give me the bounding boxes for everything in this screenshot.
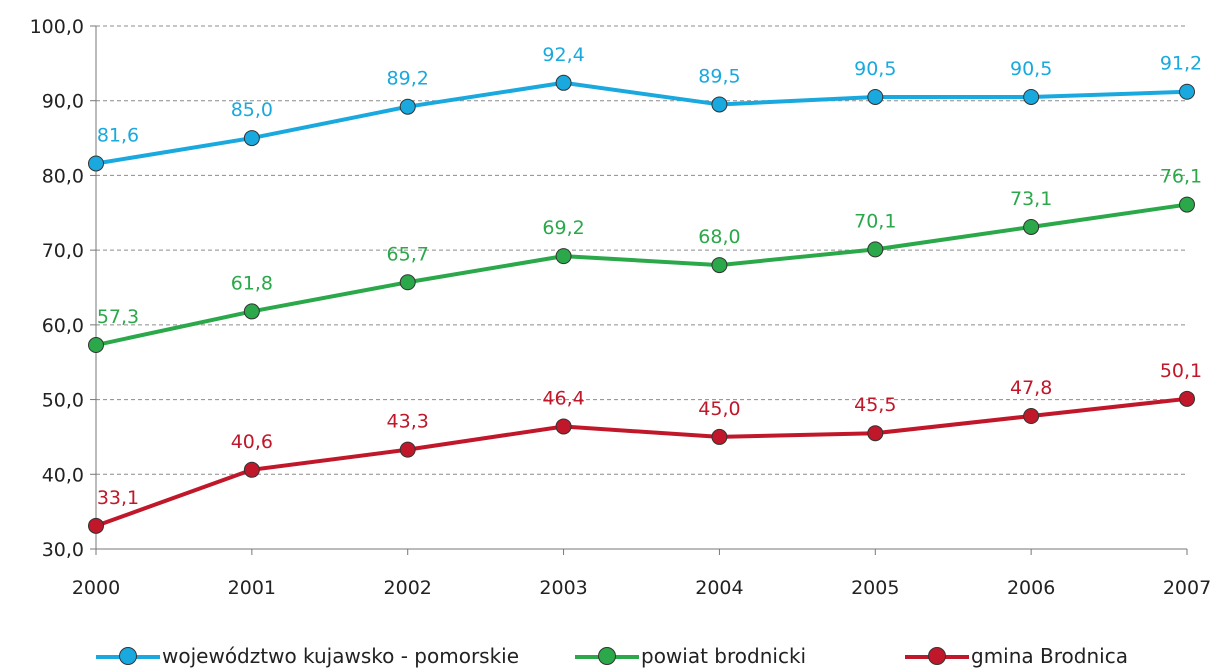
y-tick-label: 50,0 — [42, 390, 84, 412]
y-tick-label: 30,0 — [42, 539, 84, 561]
data-labels: 81,6 85,0 89,2 92,4 89,5 90,5 90,5 91,2 57,3 61,8… — [97, 44, 1202, 509]
series-lines — [95, 80, 1188, 528]
series-line — [95, 396, 1188, 528]
x-tick-label: 2003 — [539, 577, 587, 599]
series-points — [88, 74, 1195, 534]
legend-swatch — [905, 646, 969, 666]
y-tick-label: 40,0 — [42, 464, 84, 486]
y-axis-tick-labels: 30,0 40,0 50,0 60,0 70,0 80,0 90,0 100,0 — [30, 16, 84, 561]
x-tick-label: 2001 — [228, 577, 276, 599]
data-label: 89,2 — [387, 68, 429, 90]
legend-swatch — [575, 646, 639, 666]
data-point — [88, 517, 104, 534]
data-point — [555, 418, 572, 435]
y-tick-label: 80,0 — [42, 165, 84, 187]
data-point — [711, 257, 728, 274]
data-point — [711, 428, 728, 445]
x-tick-label: 2000 — [72, 577, 120, 599]
data-point — [88, 337, 104, 354]
data-label: 68,0 — [698, 226, 740, 248]
legend-marker — [928, 646, 946, 665]
data-label: 65,7 — [387, 243, 429, 265]
legend-label: powiat brodnicki — [641, 643, 807, 668]
y-tick-label: 100,0 — [30, 16, 84, 38]
data-label: 33,1 — [97, 487, 139, 509]
data-point — [867, 425, 884, 442]
data-label: 45,5 — [854, 394, 896, 416]
data-point — [243, 130, 260, 147]
legend-marker — [598, 646, 616, 665]
data-point — [555, 248, 572, 265]
data-label: 57,3 — [97, 306, 139, 328]
data-label: 40,6 — [231, 431, 273, 453]
x-tick-label: 2007 — [1163, 577, 1211, 599]
x-tick-label: 2004 — [695, 577, 743, 599]
data-point — [1179, 196, 1195, 213]
y-tick-label: 90,0 — [42, 91, 84, 113]
data-point — [399, 98, 416, 115]
data-label: 69,2 — [542, 217, 584, 239]
legend-item: powiat brodnicki — [575, 640, 806, 671]
legend-item: województwo kujawsko - pomorskie — [96, 640, 519, 671]
data-point — [711, 96, 728, 113]
data-label: 61,8 — [231, 272, 273, 294]
data-point — [243, 303, 260, 320]
x-tick-label: 2002 — [384, 577, 432, 599]
data-point — [88, 155, 104, 172]
legend-item: gmina Brodnica — [905, 640, 1128, 671]
chart-legend: województwo kujawsko - pomorskie powiat b… — [0, 640, 1215, 671]
data-point — [1179, 390, 1195, 407]
legend-label: gmina Brodnica — [971, 643, 1128, 668]
data-label: 47,8 — [1010, 377, 1052, 399]
data-label: 43,3 — [387, 411, 429, 433]
series-line — [95, 202, 1188, 347]
data-label: 89,5 — [698, 65, 740, 87]
data-label: 73,1 — [1010, 188, 1052, 210]
y-tick-label: 60,0 — [42, 315, 84, 337]
axes — [90, 25, 1188, 555]
data-point — [555, 74, 572, 91]
series-line — [95, 80, 1188, 166]
data-label: 70,1 — [854, 210, 896, 232]
data-point — [399, 274, 416, 291]
data-point — [867, 88, 884, 105]
data-label: 85,0 — [231, 99, 273, 121]
data-label: 45,0 — [698, 398, 740, 420]
data-label: 90,5 — [854, 58, 896, 80]
y-tick-label: 70,0 — [42, 240, 84, 262]
data-point — [1023, 88, 1040, 105]
data-label: 46,4 — [542, 387, 584, 409]
data-point — [399, 441, 416, 458]
legend-label: województwo kujawsko - pomorskie — [162, 643, 520, 668]
data-label: 92,4 — [542, 44, 584, 66]
legend-swatch — [96, 646, 160, 666]
data-point — [867, 241, 884, 258]
legend-marker — [119, 646, 137, 665]
data-label: 50,1 — [1160, 360, 1202, 382]
data-point — [1023, 218, 1040, 235]
data-point — [1179, 83, 1195, 100]
x-tick-label: 2005 — [851, 577, 899, 599]
data-label: 90,5 — [1010, 58, 1052, 80]
data-label: 91,2 — [1160, 53, 1202, 75]
data-label: 76,1 — [1160, 166, 1202, 188]
data-point — [243, 461, 260, 478]
x-axis-tick-labels: 2000 2001 2002 2003 2004 2005 2006 2007 — [72, 577, 1211, 599]
data-point — [1023, 408, 1040, 425]
data-label: 81,6 — [97, 124, 139, 146]
x-tick-label: 2006 — [1007, 577, 1055, 599]
